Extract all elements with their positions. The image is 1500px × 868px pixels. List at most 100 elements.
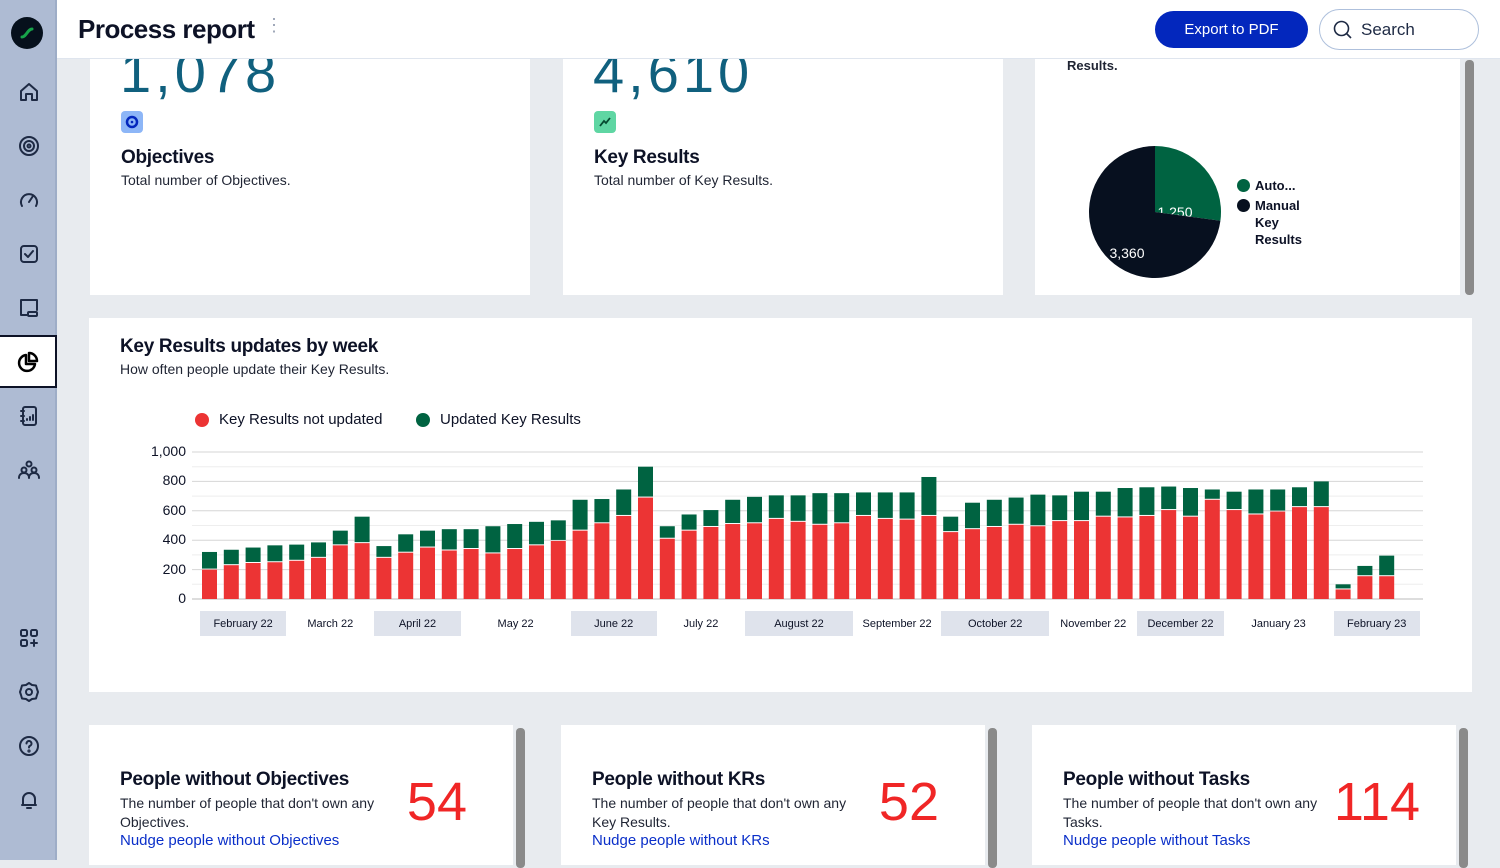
bar-updated[interactable] [1117, 488, 1133, 517]
nav-tasks[interactable] [0, 229, 57, 279]
bar-not-updated[interactable] [1270, 511, 1286, 599]
bar-not-updated[interactable] [441, 550, 457, 599]
bar-updated[interactable] [986, 499, 1002, 526]
bar-not-updated[interactable] [768, 518, 784, 599]
cards-scrollbar[interactable] [1465, 60, 1474, 295]
bar-updated[interactable] [1074, 491, 1089, 521]
bar-not-updated[interactable] [1139, 515, 1155, 599]
bar-updated[interactable] [725, 499, 741, 524]
bar-not-updated[interactable] [1248, 514, 1264, 599]
bar-not-updated[interactable] [572, 530, 588, 599]
bar-not-updated[interactable] [507, 549, 523, 599]
bar-updated[interactable] [834, 493, 850, 523]
nav-help[interactable] [0, 721, 57, 771]
bar-updated[interactable] [550, 520, 566, 540]
bar-updated[interactable] [572, 499, 588, 530]
bar-updated[interactable] [507, 524, 523, 549]
bar-not-updated[interactable] [332, 545, 348, 599]
bar-updated[interactable] [856, 492, 871, 515]
nav-home[interactable] [0, 67, 57, 117]
bar-updated[interactable] [790, 495, 806, 521]
bar-updated[interactable] [1161, 486, 1177, 510]
bar-updated[interactable] [965, 502, 980, 529]
nav-objectives[interactable] [0, 121, 57, 171]
app-logo[interactable] [11, 17, 43, 49]
bar-not-updated[interactable] [311, 557, 326, 599]
bar-updated[interactable] [594, 499, 610, 523]
bar-not-updated[interactable] [1379, 576, 1395, 599]
bar-not-updated[interactable] [289, 560, 305, 599]
bar-not-updated[interactable] [420, 547, 435, 599]
bar-updated[interactable] [877, 492, 893, 518]
bar-updated[interactable] [1183, 488, 1198, 516]
legend-not-updated[interactable]: Key Results not updated [195, 411, 382, 428]
legend-manual[interactable]: Manual Key Results [1237, 197, 1305, 248]
bar-not-updated[interactable] [659, 538, 675, 599]
pie-slice[interactable] [1155, 146, 1221, 221]
bar-not-updated[interactable] [616, 515, 632, 599]
bar-updated[interactable] [768, 495, 784, 518]
bar-not-updated[interactable] [398, 552, 414, 599]
bar-not-updated[interactable] [899, 519, 915, 599]
bar-not-updated[interactable] [1008, 524, 1024, 599]
bar-not-updated[interactable] [354, 543, 370, 599]
more-options-icon[interactable]: ⋮ [265, 15, 283, 35]
bar-updated[interactable] [354, 516, 370, 543]
bar-not-updated[interactable] [812, 524, 828, 599]
bar-updated[interactable] [812, 493, 828, 524]
nudge-link[interactable]: Nudge people without Tasks [1063, 832, 1251, 849]
nav-reports[interactable] [0, 335, 57, 388]
bar-not-updated[interactable] [986, 526, 1002, 599]
bar-not-updated[interactable] [1313, 507, 1329, 599]
bar-updated[interactable] [485, 526, 501, 553]
legend-updated[interactable]: Updated Key Results [416, 411, 581, 428]
bar-not-updated[interactable] [529, 545, 544, 599]
bar-not-updated[interactable] [747, 523, 762, 599]
nav-reviews[interactable] [0, 283, 57, 333]
bar-not-updated[interactable] [921, 515, 937, 599]
nav-insights[interactable] [0, 391, 57, 441]
bar-not-updated[interactable] [594, 523, 610, 599]
bar-not-updated[interactable] [223, 565, 239, 599]
bar-not-updated[interactable] [681, 530, 697, 599]
nav-people[interactable] [0, 445, 57, 495]
bar-updated[interactable] [289, 544, 305, 560]
bar-updated[interactable] [245, 547, 261, 562]
bar-updated[interactable] [1226, 491, 1242, 510]
bar-updated[interactable] [1095, 491, 1111, 516]
nav-notifications[interactable] [0, 775, 57, 825]
bar-updated[interactable] [1379, 555, 1395, 576]
bar-updated[interactable] [1313, 481, 1329, 507]
bar-updated[interactable] [398, 534, 414, 552]
bar-not-updated[interactable] [1052, 521, 1068, 599]
bar-not-updated[interactable] [376, 557, 392, 599]
nav-add-apps[interactable] [0, 613, 57, 663]
bar-updated[interactable] [202, 551, 217, 569]
bar-updated[interactable] [332, 530, 348, 545]
bar-not-updated[interactable] [267, 562, 283, 599]
bar-not-updated[interactable] [1161, 510, 1177, 599]
bar-not-updated[interactable] [877, 518, 893, 599]
bar-not-updated[interactable] [856, 515, 871, 599]
bar-not-updated[interactable] [463, 549, 479, 599]
bar-updated[interactable] [441, 529, 457, 550]
bar-updated[interactable] [1357, 565, 1373, 576]
bar-updated[interactable] [747, 496, 762, 523]
bar-updated[interactable] [1248, 489, 1264, 514]
bar-updated[interactable] [463, 529, 479, 549]
bar-not-updated[interactable] [1226, 510, 1242, 599]
bar-updated[interactable] [1270, 489, 1286, 511]
export-pdf-button[interactable]: Export to PDF [1155, 11, 1308, 48]
bar-updated[interactable] [1292, 487, 1307, 507]
bar-updated[interactable] [943, 516, 959, 532]
bar-not-updated[interactable] [202, 569, 217, 599]
bar-not-updated[interactable] [1117, 517, 1133, 599]
bar-not-updated[interactable] [245, 562, 261, 599]
people-card-scrollbar[interactable] [1459, 728, 1468, 868]
bar-not-updated[interactable] [638, 497, 653, 599]
bar-not-updated[interactable] [1030, 526, 1046, 599]
bar-not-updated[interactable] [1183, 516, 1198, 599]
bar-not-updated[interactable] [1095, 516, 1111, 599]
search-input[interactable]: Search [1319, 9, 1479, 50]
bar-updated[interactable] [420, 530, 435, 547]
